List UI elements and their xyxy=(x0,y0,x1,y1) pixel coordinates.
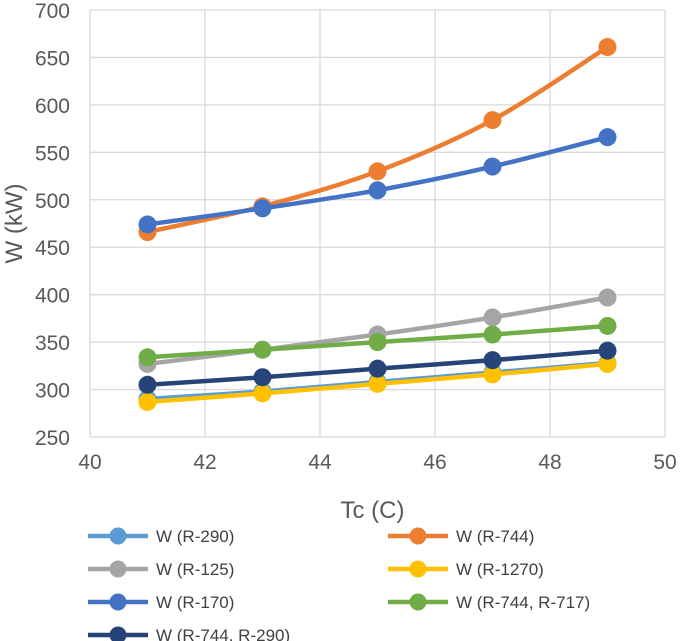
legend-item: W (R-744) xyxy=(388,527,534,546)
legend-item: W (R-744, R-290) xyxy=(88,626,290,641)
y-tick-label: 250 xyxy=(35,427,70,450)
legend-label: W (R-744, R-290) xyxy=(156,626,290,641)
series-3 xyxy=(138,354,617,411)
legend-label: W (R-744, R-717) xyxy=(456,593,590,612)
x-tick-label: 50 xyxy=(653,451,676,474)
legend-item: W (R-1270) xyxy=(388,560,544,579)
data-point xyxy=(483,111,502,130)
data-point xyxy=(253,384,272,403)
series-line xyxy=(145,44,610,235)
data-point xyxy=(138,215,157,234)
legend-swatch-marker xyxy=(109,626,127,641)
data-point xyxy=(368,162,387,181)
data-point xyxy=(483,325,502,344)
y-tick-label: 400 xyxy=(35,285,70,308)
y-axis-title: W (kW) xyxy=(1,184,28,264)
y-tick-label: 350 xyxy=(35,332,70,355)
axes: 250 300 350 400 450 500 550 600 650 700 40 42 44 46 48… xyxy=(35,0,677,474)
data-point xyxy=(483,365,502,384)
data-point xyxy=(598,354,617,373)
legend-label: W (R-170) xyxy=(156,593,234,612)
series-6 xyxy=(138,341,617,394)
legend-item: W (R-290) xyxy=(88,527,234,546)
x-axis-title: Tc (C) xyxy=(341,497,405,524)
legend-swatch-marker xyxy=(109,527,127,545)
y-tick-label: 700 xyxy=(35,0,70,23)
series-4 xyxy=(138,128,617,234)
legend-label: W (R-290) xyxy=(156,527,234,546)
data-point xyxy=(368,359,387,378)
series-1 xyxy=(138,38,617,242)
series-group xyxy=(138,38,617,411)
data-point xyxy=(138,348,157,367)
series-5 xyxy=(138,316,617,367)
y-tick-label: 650 xyxy=(35,47,70,70)
data-point xyxy=(598,316,617,335)
y-tick-label: 500 xyxy=(35,190,70,213)
legend-label: W (R-125) xyxy=(156,560,234,579)
series-line xyxy=(145,134,610,227)
data-point xyxy=(253,368,272,387)
data-point xyxy=(138,375,157,394)
y-tick-label: 450 xyxy=(35,237,70,260)
x-tick-label: 42 xyxy=(193,451,216,474)
legend-item: W (R-170) xyxy=(88,593,234,612)
data-point xyxy=(253,340,272,359)
data-point xyxy=(483,308,502,327)
legend-swatch-marker xyxy=(109,560,127,578)
data-point xyxy=(598,128,617,147)
x-tick-label: 46 xyxy=(423,451,446,474)
data-point xyxy=(368,333,387,352)
legend-item: W (R-125) xyxy=(88,560,234,579)
legend-swatch-marker xyxy=(409,560,427,578)
data-point xyxy=(138,392,157,411)
y-tick-label: 600 xyxy=(35,95,70,118)
data-point xyxy=(598,288,617,307)
legend: W (R-290) W (R-744) W (R-125) W (R-1270) W (… xyxy=(88,527,590,641)
legend-swatch-marker xyxy=(109,593,127,611)
data-point xyxy=(483,351,502,370)
legend-label: W (R-1270) xyxy=(456,560,544,579)
y-tick-label: 300 xyxy=(35,380,70,403)
legend-item: W (R-744, R-717) xyxy=(388,593,590,612)
legend-swatch-marker xyxy=(409,527,427,545)
x-tick-label: 48 xyxy=(538,451,561,474)
data-point xyxy=(368,374,387,393)
legend-swatch-marker xyxy=(409,593,427,611)
data-point xyxy=(598,38,617,57)
data-point xyxy=(368,181,387,200)
data-point xyxy=(253,199,272,218)
y-tick-label: 550 xyxy=(35,142,70,165)
data-point xyxy=(598,341,617,360)
x-tick-label: 40 xyxy=(78,451,101,474)
data-point xyxy=(483,157,502,176)
x-tick-label: 44 xyxy=(308,451,332,474)
legend-label: W (R-744) xyxy=(456,527,534,546)
